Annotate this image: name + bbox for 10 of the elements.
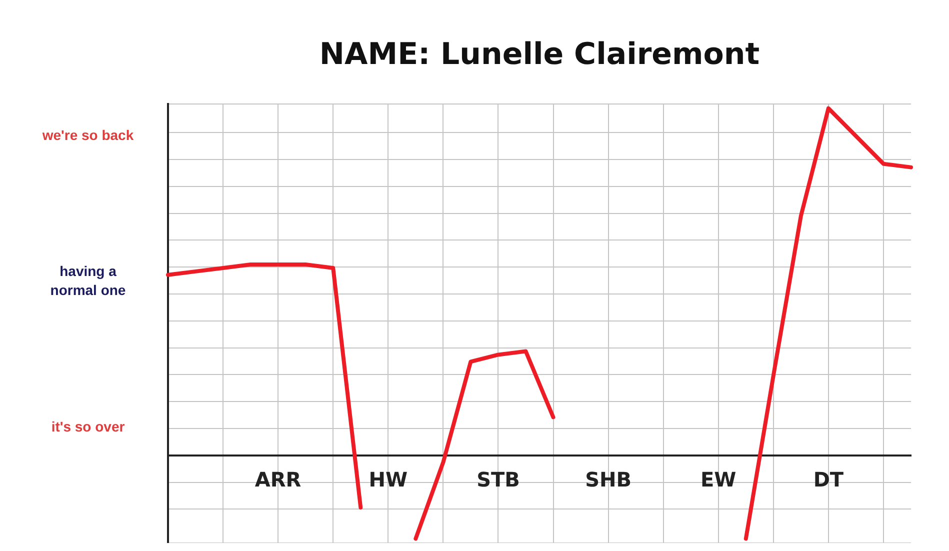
x-tick-label: STB: [476, 468, 520, 492]
chart-title: NAME: Lunelle Clairemont: [319, 36, 760, 72]
x-tick-label: HW: [368, 468, 408, 492]
text: having a normal one: [50, 263, 126, 298]
x-tick-label: SHB: [585, 468, 632, 492]
x-tick-label: DT: [813, 468, 844, 492]
text: we're so back: [41, 126, 134, 143]
x-tick-label: EW: [700, 468, 736, 492]
x-tick-label: ARR: [254, 468, 302, 492]
text: it's so over: [51, 418, 126, 434]
